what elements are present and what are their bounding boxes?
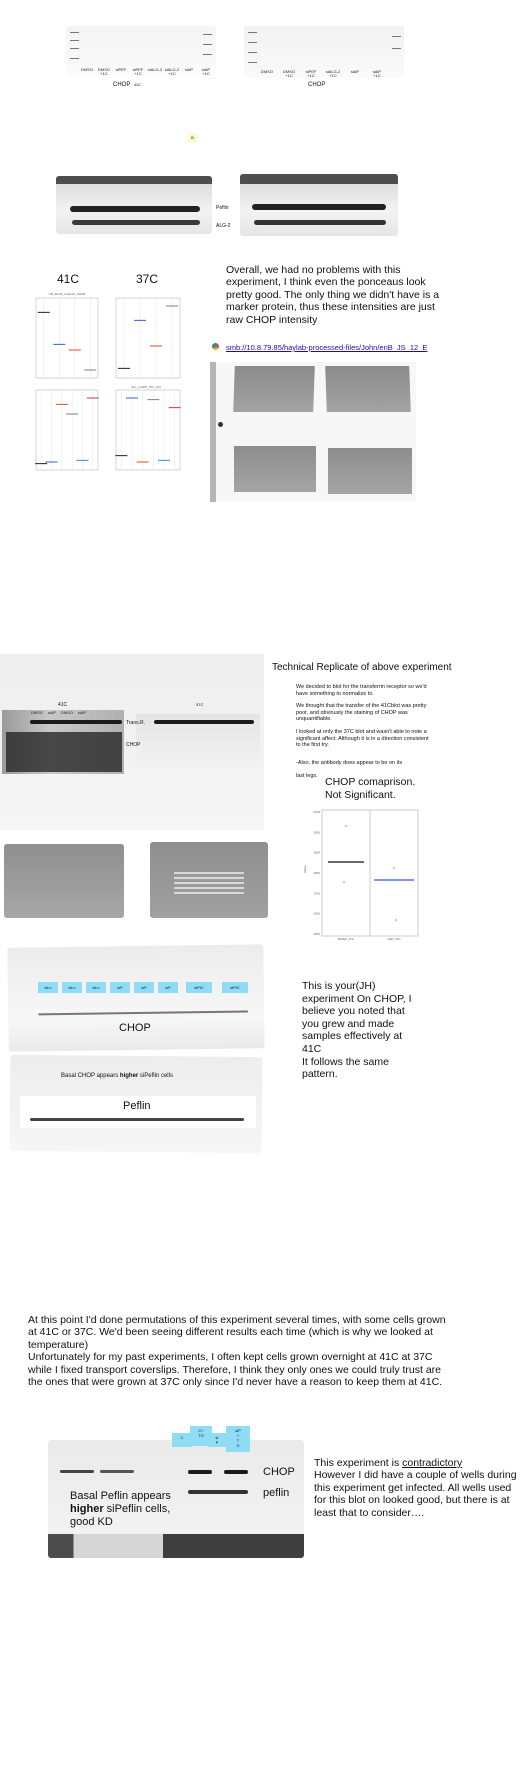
last-blot — [48, 1440, 304, 1558]
pef-blot-left — [56, 176, 212, 234]
x-tick-label: DMSO_37C — [338, 937, 355, 941]
jh-peflin-label: Peflin — [123, 1100, 151, 1112]
lane-label: siAP +1C — [201, 67, 211, 76]
lane-tag: C+ TG — [190, 1426, 212, 1446]
y-axis-label: Value — [303, 865, 307, 873]
replicate-p4: -Also, the antibody does appear to be on… — [296, 760, 403, 779]
lane-tag: siP — [134, 982, 154, 993]
lane-label: siAP — [184, 67, 194, 72]
replicate-ponceau-left — [4, 844, 124, 918]
lane-tag: si P — [208, 1433, 226, 1447]
data-point — [393, 867, 395, 869]
replicate-41c-label: 41C — [58, 702, 68, 708]
contradictory-text: This experiment is contradictory However … — [314, 1457, 517, 1519]
lane-label: siPEF +1C — [132, 67, 144, 76]
lane-label: siPEF — [115, 67, 127, 72]
chart-grid — [35, 297, 181, 471]
replicate-chop-label: CHOP — [126, 742, 141, 748]
plot-frame — [115, 297, 181, 379]
ponceau-image — [210, 362, 416, 502]
lane-tag: siP — [110, 982, 130, 993]
lane-label: DMSO +1C — [98, 67, 110, 76]
replicate-blot — [0, 654, 264, 830]
lane-tag: C — [172, 1433, 192, 1447]
small-chart-title-2: ALL_CHOP_37C_Ctrl — [131, 385, 161, 389]
replicate-37c-label: 37C — [196, 702, 204, 707]
x-tick-label: siAP_37C — [387, 937, 401, 941]
data-point — [345, 825, 347, 827]
lane-tag: siPIC — [222, 982, 248, 993]
lane-label: siAP — [77, 710, 87, 715]
lane-label: siALG-2 +1C — [325, 69, 341, 78]
pef-blot-right — [240, 174, 398, 236]
lane-label: siALG-2 +1C — [164, 67, 180, 76]
y-tick-label: 2100 — [313, 810, 320, 814]
lane-label: DMSO — [81, 67, 93, 72]
lane-label: siALG-2 — [147, 67, 163, 72]
chrome-icon — [212, 343, 219, 350]
lane-tag: siLc — [86, 982, 106, 993]
data-point — [395, 919, 397, 921]
jh-peflin-panel — [20, 1096, 256, 1128]
replicate-transr-label: Trans.R. — [126, 720, 145, 726]
lane-tag: siLc — [38, 982, 58, 993]
lane-label: siAP — [350, 69, 360, 74]
small-chart-title-1: CB_Shock_Induced_CHOP — [48, 292, 86, 296]
lane-label: DMSO — [261, 69, 273, 74]
y-tick-label: 1900 — [313, 851, 320, 855]
label-peflin-top: Peflin — [216, 205, 229, 211]
chart-title-37c: 37C — [136, 272, 159, 286]
last-basal-label: Basal Peflin appears higher siPeflin cel… — [70, 1490, 171, 1528]
chop-comparison-chart: 2100 2000 1900 1800 1700 1600 1500 DMSO_37C siAP… — [303, 809, 419, 941]
lane-label: siAP +1C — [372, 69, 382, 78]
replicate-ponceau-right — [150, 842, 268, 918]
lane-tag: siP + T G — [226, 1426, 250, 1452]
chop-comparison-title: CHOP comaprison. Not Significant. — [325, 776, 416, 801]
lane-tag: siPIC — [186, 982, 212, 993]
lane-label: DMSO — [61, 710, 73, 715]
jh-chop-label: CHOP — [119, 1022, 151, 1034]
permutations-text: At this point I'd done permutations of t… — [28, 1314, 446, 1389]
jh-basal-label: Basal CHOP appears higher siPeflin cells — [61, 1073, 173, 1079]
label-alg2-top: ALG-2 — [216, 223, 231, 229]
replicate-p2: We thought that the transfer of the 41Cb… — [296, 703, 427, 722]
jh-chop-blot — [7, 944, 265, 1052]
lane-label: siAP — [47, 710, 57, 715]
replicate-p1: We decided to blot for the transferrin r… — [296, 684, 427, 697]
top-blot-left-caption: CHOP 41C — [113, 82, 142, 88]
y-tick-label: 2000 — [313, 830, 320, 834]
top-blot-right-caption: CHOP — [308, 82, 326, 88]
last-chop-label: CHOP — [263, 1466, 295, 1478]
lane-label: siPEF +1C — [305, 69, 317, 78]
replicate-p3: I looked at only the 37C blot and wasn't… — [296, 729, 429, 748]
chart-title-41c: 41C — [57, 272, 80, 286]
lane-tag: siLc — [62, 982, 82, 993]
lane-tag: siP — [158, 982, 178, 993]
y-tick-label: 1800 — [313, 871, 320, 875]
smb-link[interactable]: smb://10.8.79.85/haylab-processed-files/… — [226, 343, 428, 352]
y-tick-label: 1700 — [313, 891, 320, 895]
y-tick-label: 1600 — [313, 912, 320, 916]
lane-label: DMSO +1C — [283, 69, 295, 78]
replicate-title: Technical Replicate of above experiment — [272, 662, 452, 673]
top-blot-right — [244, 26, 404, 78]
top-blot-left — [66, 26, 216, 76]
last-peflin-label: peflin — [263, 1487, 290, 1499]
plot-frame — [35, 297, 99, 379]
overall-text: Overall, we had no problems with this ex… — [226, 264, 440, 326]
data-point — [343, 881, 345, 883]
plot-frame — [115, 389, 181, 471]
plot-frame — [35, 389, 99, 471]
lane-label: DMSO — [31, 710, 43, 715]
marker-sticker: B — [188, 133, 197, 142]
jh-text: This is your(JH) experiment On CHOP, I b… — [302, 980, 412, 1081]
y-tick-label: 1500 — [313, 932, 320, 936]
